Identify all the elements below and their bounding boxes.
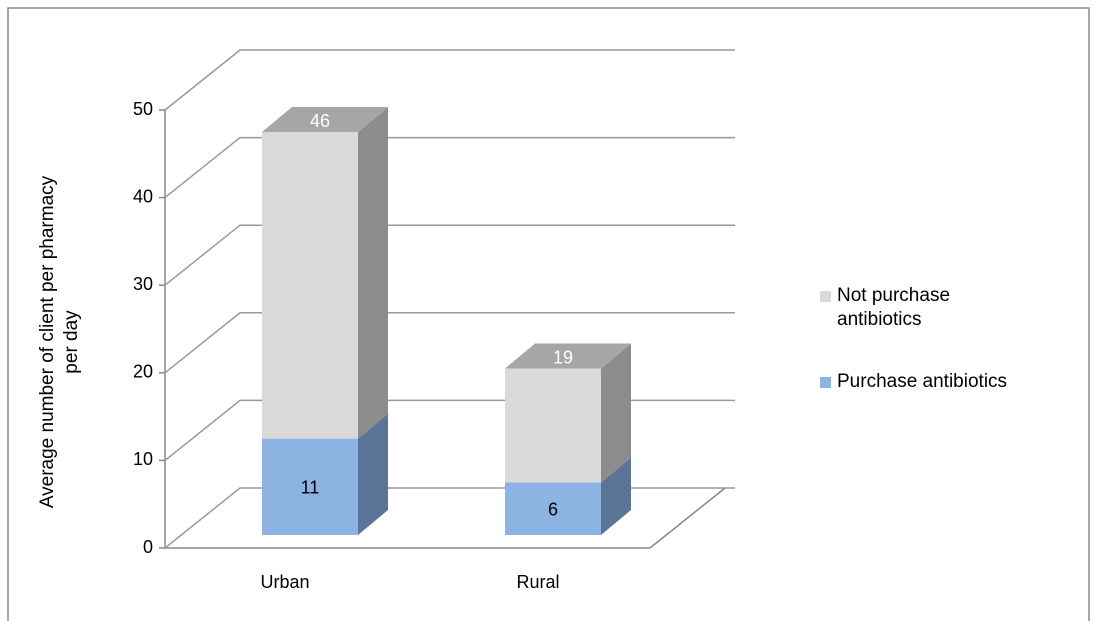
legend-item: Purchase antibiotics <box>820 370 1090 394</box>
data-label: 11 <box>301 478 320 498</box>
bar-segment <box>262 438 358 535</box>
grid-line <box>164 49 735 111</box>
legend-swatch <box>820 377 831 388</box>
grid-line <box>164 224 735 286</box>
grid-line <box>164 312 735 374</box>
data-label: 6 <box>548 499 558 519</box>
bar-side <box>358 107 388 439</box>
bar-side <box>601 343 631 483</box>
legend-label: Purchase antibiotics <box>837 371 1008 392</box>
floor-edge <box>649 487 726 549</box>
total-label: 19 <box>553 347 573 367</box>
y-tick-label: 10 <box>133 449 153 469</box>
y-tick-label: 0 <box>143 537 153 557</box>
bar-top <box>262 107 388 133</box>
legend-label: Not purchase antibiotics <box>837 285 951 330</box>
y-tick-label: 40 <box>133 186 153 206</box>
grid-line <box>164 136 735 199</box>
bar-segment <box>505 482 601 535</box>
y-tick-label: 20 <box>133 362 153 382</box>
frame <box>7 7 1090 621</box>
bar-top <box>505 343 631 369</box>
legend-swatch <box>820 291 831 302</box>
y-tick-label: 50 <box>133 99 153 119</box>
bar-segment <box>505 368 601 483</box>
grid-line <box>164 487 735 549</box>
y-tick-label: 30 <box>133 274 153 294</box>
x-tick-label: Urban <box>260 572 309 592</box>
bar-side <box>358 413 388 535</box>
total-label: 46 <box>310 111 330 131</box>
y-axis-label: Average number of client per pharmacy pe… <box>37 175 82 509</box>
legend-item: Not purchase antibiotics <box>820 284 1020 332</box>
grid-line <box>164 399 735 461</box>
bar-side <box>601 457 631 535</box>
bar-segment <box>262 132 358 439</box>
x-tick-label: Rural <box>516 572 559 592</box>
